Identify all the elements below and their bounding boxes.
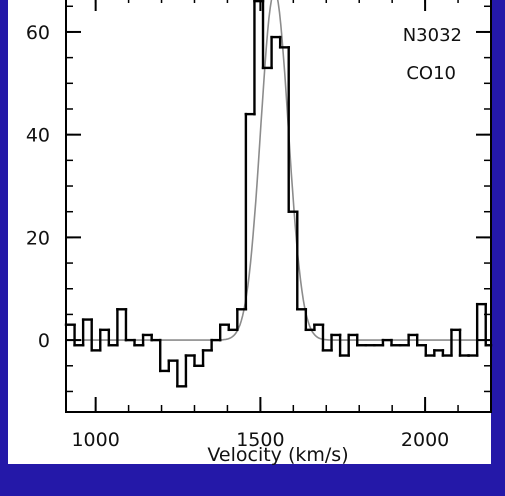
y-tick-label: 60	[26, 22, 50, 44]
y-tick-label: 40	[26, 125, 50, 147]
object-label: N3032	[403, 25, 462, 46]
chart-background	[8, 0, 491, 465]
x-axis-title: Velocity (km/s)	[207, 444, 348, 466]
y-tick-label: 20	[26, 227, 50, 249]
gaussian-fit-line	[66, 0, 491, 341]
histogram-group	[64, 0, 493, 388]
plot-frame	[65, 0, 492, 413]
line-label: CO10	[406, 63, 456, 84]
major-ticks	[66, 0, 491, 412]
fit-group	[66, 0, 491, 341]
x-tick-label: 1500	[236, 429, 284, 451]
x-tick-label: 1000	[71, 429, 119, 451]
x-tick-label: 2000	[401, 429, 449, 451]
tick-labels: 1000 1500 2000 0 20 40 60	[26, 22, 449, 451]
y-tick-label: 0	[38, 330, 50, 352]
